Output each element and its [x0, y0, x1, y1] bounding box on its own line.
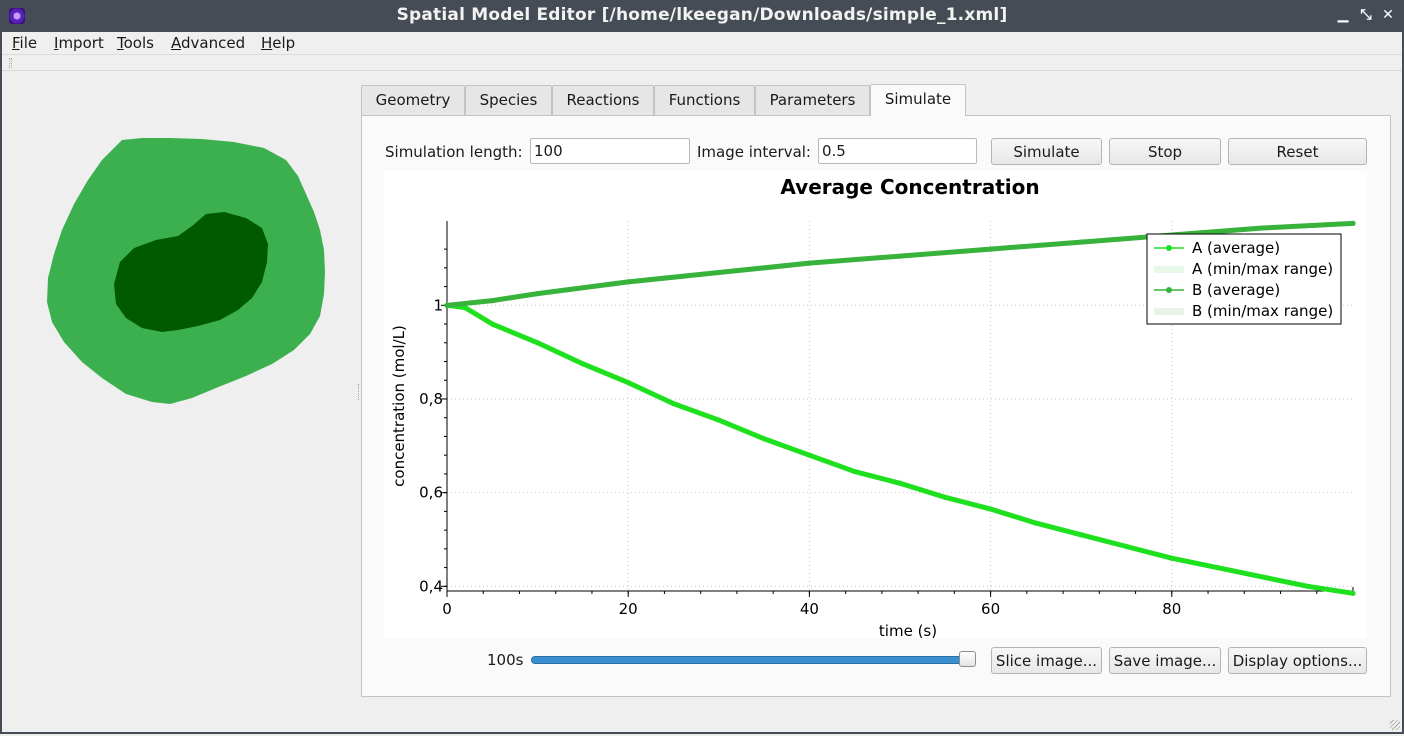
tab-reactions[interactable]: Reactions — [552, 85, 654, 115]
series-point-a — [580, 361, 586, 367]
minimize-icon[interactable]: ▁ — [1337, 7, 1349, 23]
y-axis-label: concentration (mol/L) — [390, 325, 408, 487]
geometry-view[interactable] — [2, 72, 358, 732]
series-point-a — [1169, 555, 1175, 561]
y-tick-label: 0,8 — [419, 390, 443, 408]
menu-bar: File Import Tools Advanced Help — [2, 32, 1402, 55]
x-tick-label: 60 — [981, 600, 1000, 618]
series-point-a — [1350, 590, 1356, 596]
app-icon — [9, 8, 25, 24]
x-tick-label: 20 — [619, 600, 638, 618]
series-point-a — [535, 340, 541, 346]
series-point-a — [988, 506, 994, 512]
tab-species[interactable]: Species — [465, 85, 552, 115]
display-options-button[interactable]: Display options... — [1228, 647, 1367, 674]
inner-compartment[interactable] — [114, 212, 268, 332]
toolbar — [2, 56, 1402, 71]
legend-entry: B (average) — [1192, 281, 1280, 299]
concentration-plot[interactable]: Average Concentration 0 20 40 60 80 0,4 0,6 0,8 1… — [384, 171, 1367, 640]
save-image-button[interactable]: Save image... — [1109, 647, 1221, 674]
x-tick-label: 80 — [1162, 600, 1181, 618]
title-bar: Spatial Model Editor [/home/lkeegan/Down… — [0, 0, 1404, 32]
series-point-b — [806, 260, 812, 266]
chart-svg[interactable]: Average Concentration 0 20 40 60 80 0,4 0,6 0,8 1… — [384, 171, 1367, 640]
series-point-b — [1078, 239, 1084, 245]
toolbar-grip-icon[interactable] — [9, 58, 12, 68]
time-slider[interactable] — [531, 656, 968, 664]
series-line-a — [444, 302, 1356, 596]
menu-help[interactable]: Help — [261, 34, 296, 52]
menu-import[interactable]: Import — [54, 34, 104, 52]
menu-advanced[interactable]: Advanced — [171, 34, 246, 52]
series-point-a — [625, 379, 631, 386]
series-point-a — [897, 480, 903, 486]
window-title: Spatial Model Editor [/home/lkeegan/Down… — [396, 5, 1008, 25]
series-point-b — [535, 290, 541, 297]
legend-entry: A (min/max range) — [1192, 260, 1333, 278]
series-point-b — [988, 246, 994, 252]
menu-tools[interactable]: Tools — [117, 34, 154, 52]
resize-grip-icon[interactable] — [1390, 720, 1400, 730]
close-icon[interactable]: ✕ — [1382, 7, 1394, 23]
legend-marker — [1166, 287, 1172, 293]
chart-title: Average Concentration — [780, 175, 1039, 199]
tab-simulate[interactable]: Simulate — [870, 84, 966, 116]
series-point-a — [806, 452, 812, 458]
series-point-a — [761, 436, 767, 442]
image-interval-input[interactable] — [818, 138, 977, 164]
series-point-a — [942, 494, 948, 500]
slice-image-button[interactable]: Slice image... — [991, 647, 1102, 674]
series-point-a — [716, 417, 722, 423]
series-point-a — [670, 401, 677, 407]
splitter-handle[interactable] — [358, 384, 361, 400]
menu-file[interactable]: File — [12, 34, 38, 52]
simulation-length-label: Simulation length: — [385, 143, 523, 161]
stop-button[interactable]: Stop — [1109, 138, 1221, 165]
simulation-length-input[interactable] — [530, 138, 690, 164]
series-point-b — [897, 253, 903, 259]
legend-entry: B (min/max range) — [1192, 302, 1333, 320]
image-interval-label: Image interval: — [697, 143, 811, 161]
legend-swatch — [1154, 266, 1184, 273]
tab-functions[interactable]: Functions — [654, 85, 755, 115]
x-tick-label: 0 — [442, 600, 452, 618]
legend-swatch — [1154, 308, 1184, 315]
legend-entry: A (average) — [1192, 239, 1280, 257]
series-point-a — [1305, 583, 1311, 589]
simulate-button[interactable]: Simulate — [991, 138, 1102, 165]
reset-button[interactable]: Reset — [1228, 138, 1367, 165]
series-point-a — [1033, 520, 1039, 526]
y-tick-label: 0,6 — [419, 484, 443, 502]
series-point-b — [1259, 225, 1265, 231]
x-axis-label: time (s) — [879, 622, 937, 638]
legend-marker — [1166, 245, 1172, 251]
series-point-a — [462, 305, 468, 311]
maximize-icon[interactable]: ⤡ — [1360, 7, 1372, 23]
series-point-b — [1350, 220, 1356, 226]
series-point-b — [625, 279, 631, 285]
series-point-b — [716, 269, 722, 276]
series-point-a — [852, 468, 858, 475]
series-point-b — [489, 298, 495, 304]
y-tick-label: 0,4 — [419, 577, 443, 595]
y-tick-label: 1 — [433, 296, 443, 314]
slider-time-label: 100s — [487, 651, 524, 669]
tab-geometry[interactable]: Geometry — [361, 85, 465, 115]
x-tick-label: 40 — [800, 600, 819, 618]
time-slider-handle[interactable] — [959, 651, 976, 667]
series-point-a — [489, 321, 495, 327]
series-point-a — [1078, 532, 1084, 538]
geometry-image[interactable] — [2, 72, 358, 732]
series-point-a — [1259, 574, 1265, 580]
series-point-a — [1214, 564, 1220, 571]
series-point-a — [1123, 543, 1130, 550]
tab-parameters[interactable]: Parameters — [755, 85, 870, 115]
series-point-b — [444, 302, 450, 308]
